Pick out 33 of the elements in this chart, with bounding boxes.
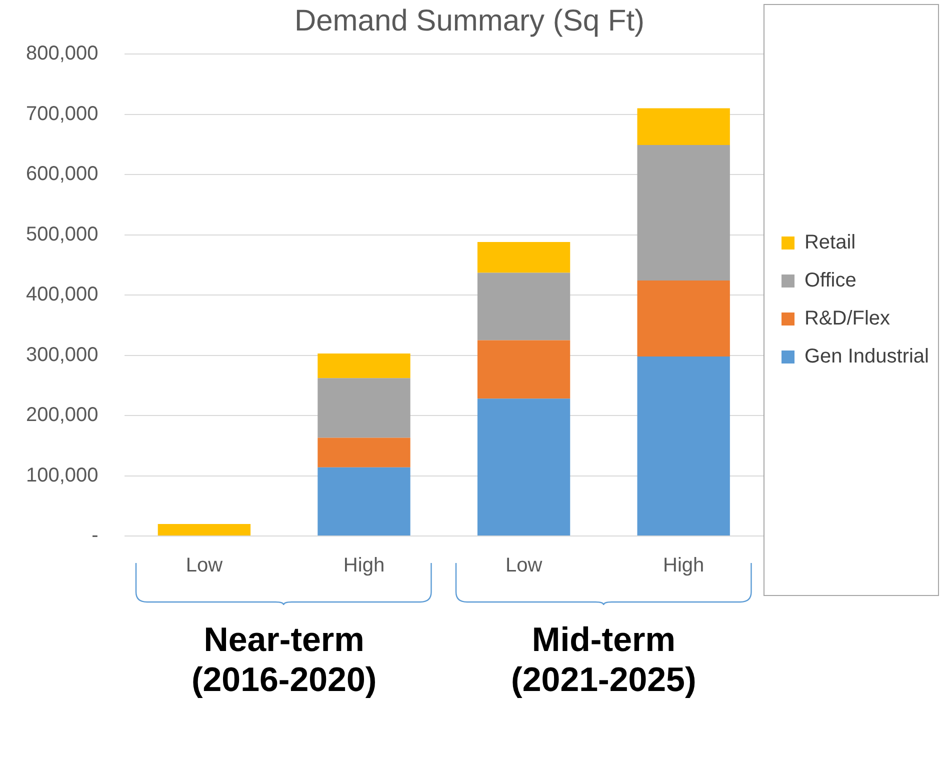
bar — [477, 272, 570, 340]
text: Mid-term (2021-2025) — [510, 620, 698, 700]
x-tick-label: Low — [186, 554, 224, 577]
bar — [318, 438, 410, 468]
x-tick-label: High — [343, 554, 385, 577]
bar — [477, 398, 570, 536]
chart-title: Demand Summary (Sq Ft) — [294, 4, 645, 38]
legend-label: Gen Industrial — [804, 346, 930, 368]
y-tick-label: - — [92, 524, 98, 547]
y-tick-label: 700,000 — [26, 102, 98, 125]
y-tick-label: 600,000 — [26, 163, 98, 186]
y-tick-label: 100,000 — [26, 464, 98, 486]
y-tick-label: 800,000 — [26, 42, 98, 65]
legend-label: Retail — [804, 232, 856, 254]
bar — [318, 467, 410, 536]
bar — [158, 524, 251, 536]
bar — [477, 242, 570, 273]
text: Near-term (2016-2020) — [190, 620, 378, 700]
bar — [318, 378, 410, 438]
x-tick-label: High — [663, 554, 704, 577]
bar — [637, 108, 730, 145]
bar — [637, 144, 730, 281]
y-tick-label: 300,000 — [26, 344, 98, 366]
y-tick-label: 200,000 — [26, 404, 98, 426]
bar — [637, 356, 730, 536]
x-tick-label: Low — [505, 554, 543, 577]
legend-label: Office — [804, 270, 856, 292]
bar — [637, 280, 730, 356]
bar — [477, 340, 570, 399]
y-tick-label: 500,000 — [26, 223, 98, 246]
y-tick-label: 400,000 — [26, 284, 98, 306]
legend-label: R&D/Flex — [804, 308, 890, 330]
bar — [318, 353, 410, 378]
